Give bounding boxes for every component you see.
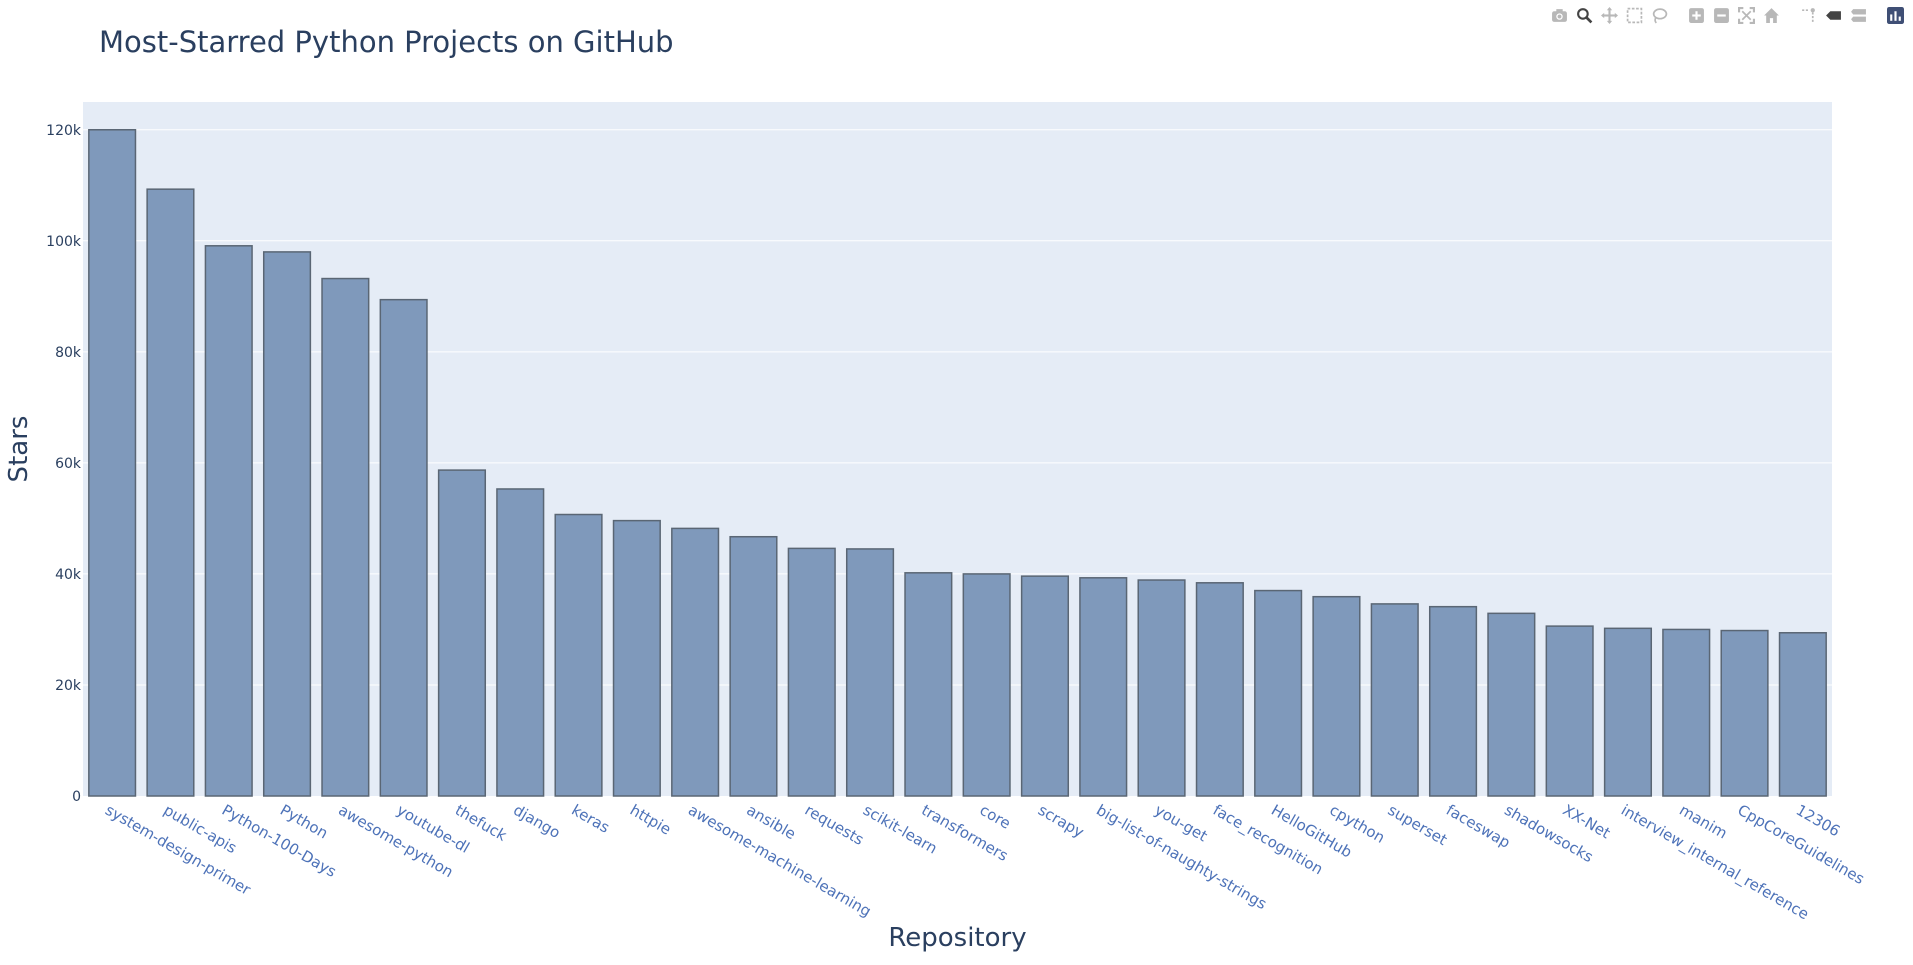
bar-ansible[interactable] [729,535,778,797]
bar-interview_internal_reference[interactable] [1603,627,1653,797]
modebar [1550,5,1905,25]
bar-cpython[interactable] [1312,595,1361,797]
y-tick-label: 20k [55,678,82,694]
chart-title: Most-Starred Python Projects on GitHub [99,25,674,59]
bar-awesome-machine-learning[interactable] [671,527,720,797]
lasso-select-icon[interactable] [1650,6,1669,25]
y-tick-label: 120k [46,123,82,139]
bar-big-list-of-naughty-strings[interactable] [1079,577,1128,797]
gridlines [83,129,1832,686]
bar-faceswap[interactable] [1428,605,1478,797]
bar-scrapy[interactable] [1020,575,1070,797]
bar-thefuck[interactable] [437,469,487,797]
y-axis-ticks: 0 20k 40k 60k 80k 100k 120k [46,123,82,805]
y-tick-label: 80k [55,345,82,361]
bar-httpie[interactable] [612,519,661,797]
bar-12306[interactable] [1778,632,1827,797]
bars[interactable] [88,129,1827,797]
bar-HelloGitHub[interactable] [1254,589,1303,797]
box-select-icon[interactable] [1625,6,1644,25]
hover-compare-icon[interactable] [1849,6,1868,25]
spike-lines-icon[interactable] [1799,6,1818,25]
zoom-out-icon[interactable] [1712,6,1731,25]
bar-requests[interactable] [787,547,836,797]
bar-core[interactable] [962,573,1011,797]
y-tick-label: 100k [46,234,82,250]
plot-area[interactable] [83,102,1832,796]
bar-Python-100-Days[interactable] [204,245,253,797]
bar-awesome-python[interactable] [321,277,370,797]
bar-Python[interactable] [262,251,312,797]
bar-transformers[interactable] [904,572,953,797]
bar-youtube-dl[interactable] [379,298,428,797]
bar-django[interactable] [496,488,545,797]
bar-public-apis[interactable] [146,188,195,797]
autoscale-icon[interactable] [1737,6,1756,25]
plotly-logo-icon[interactable] [1886,6,1905,25]
y-tick-label: 0 [72,789,81,805]
bar-CppCoreGuidelines[interactable] [1720,629,1769,797]
pan-icon[interactable] [1600,6,1619,25]
y-tick-label: 40k [55,567,82,583]
bar-scikit-learn[interactable] [845,548,895,797]
hover-closest-icon[interactable] [1824,6,1843,25]
reset-axes-icon[interactable] [1762,6,1781,25]
bar-face_recognition[interactable] [1195,582,1244,797]
bar-superset[interactable] [1370,603,1419,797]
camera-icon[interactable] [1550,6,1569,25]
zoom-in-icon[interactable] [1687,6,1706,25]
x-axis-title: Repository [888,923,1026,953]
bar-you-get[interactable] [1137,579,1186,797]
bar-XX-Net[interactable] [1545,625,1594,797]
bar-shadowsocks[interactable] [1487,612,1536,797]
y-axis-title: Stars [4,416,34,483]
zoom-icon[interactable] [1575,6,1594,25]
bar-system-design-primer[interactable] [88,129,137,797]
bar-keras[interactable] [554,513,603,797]
y-tick-label: 60k [55,456,82,472]
bar-manim[interactable] [1662,628,1711,797]
